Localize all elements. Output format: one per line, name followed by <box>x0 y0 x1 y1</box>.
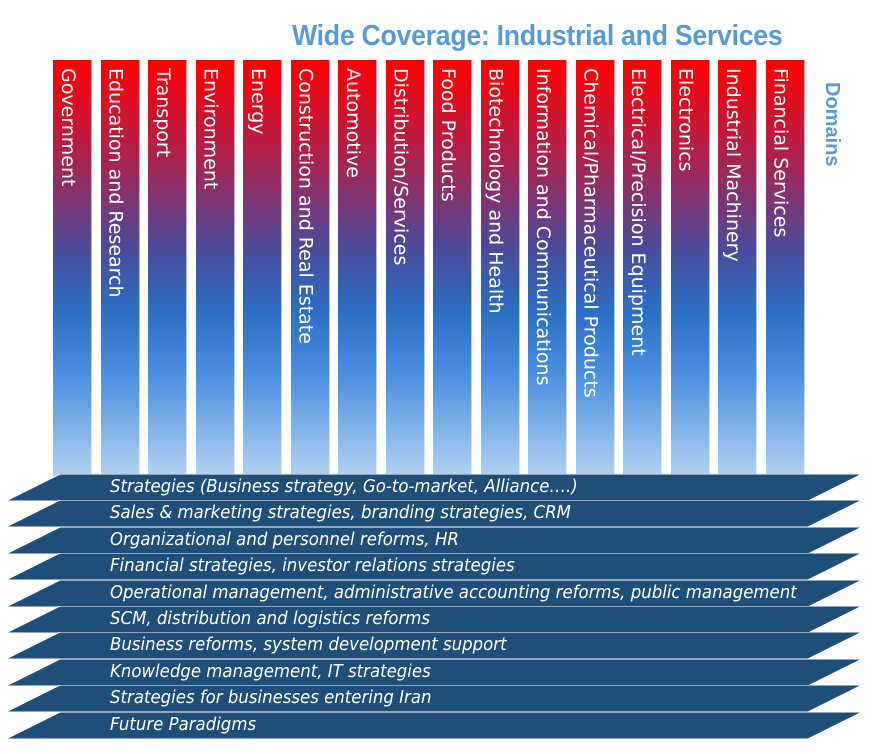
domain-label: Chemical/Pharmaceutical Products <box>579 68 602 398</box>
service-label: SCM, distribution and logistics reforms <box>110 608 431 629</box>
service-label: Strategies (Business strategy, Go-to-mar… <box>110 476 578 497</box>
service-band-shape <box>5 632 863 660</box>
domain-column: Biotechnology and Health <box>480 60 520 480</box>
service-band-fill <box>5 526 863 554</box>
domain-label: Electronics <box>674 68 697 172</box>
service-band-shape <box>5 711 863 739</box>
domain-label: Industrial Machinery <box>722 68 744 262</box>
service-label: Strategies for businesses entering Iran <box>110 687 432 709</box>
service-label: Knowledge management, IT strategies <box>110 660 431 682</box>
domain-column: Education and Research <box>100 60 140 480</box>
domain-label: Energy <box>247 68 269 135</box>
domain-label: Transport <box>152 68 174 158</box>
service-band-shape <box>5 474 863 501</box>
service-band: Organizational and personnel reforms, HR <box>0 526 893 555</box>
domain-column: Electronics <box>670 60 710 480</box>
domain-column: Energy <box>243 60 282 480</box>
domain-column: Government <box>53 60 92 480</box>
domains-label: Domains <box>821 82 843 167</box>
service-band-shape <box>5 526 863 554</box>
service-band-fill <box>5 606 863 633</box>
service-band: Business reforms, system development sup… <box>0 632 893 660</box>
service-band-shape <box>5 658 863 686</box>
service-label: Operational management, administrative a… <box>110 581 797 603</box>
service-band-fill <box>5 685 863 713</box>
service-band: Knowledge management, IT strategies <box>0 658 893 687</box>
domain-label: Financial Services <box>769 68 792 238</box>
domain-column: Industrial Machinery <box>718 60 757 480</box>
domain-label: Construction and Real Estate <box>294 68 317 344</box>
service-band-shape <box>5 553 863 581</box>
domain-column: Electrical/Precision Equipment <box>623 60 662 480</box>
domain-column: Transport <box>148 60 187 480</box>
service-band: Future Paradigms <box>0 711 893 740</box>
service-label: Sales & marketing strategies, branding s… <box>110 502 571 524</box>
domain-label: Food Products <box>437 68 459 202</box>
domain-column: Financial Services <box>765 60 805 480</box>
service-label: Future Paradigms <box>110 713 257 735</box>
service-band: Operational management, administrative a… <box>0 579 893 608</box>
domain-label: Information and Communications <box>532 68 554 386</box>
service-band-fill <box>5 500 863 528</box>
domain-column: Food Products <box>433 60 472 480</box>
service-label: Financial strategies, investor relations… <box>110 555 515 577</box>
domain-label: Automotive <box>342 68 364 178</box>
service-band: Strategies (Business strategy, Go-to-mar… <box>0 474 893 502</box>
service-band-fill <box>5 711 863 739</box>
domain-label: Distribution/Services <box>389 68 412 266</box>
service-band-fill <box>5 474 863 501</box>
service-band: Strategies for businesses entering Iran <box>0 685 893 713</box>
service-band: Sales & marketing strategies, branding s… <box>0 500 893 528</box>
service-band-shape <box>5 685 863 713</box>
service-band-fill <box>5 632 863 660</box>
domain-label: Environment <box>199 68 222 190</box>
domain-column: Construction and Real Estate <box>290 60 330 480</box>
service-band: SCM, distribution and logistics reforms <box>0 606 893 634</box>
service-band-fill <box>5 658 863 686</box>
diagram-title: Wide Coverage: Industrial and Services <box>292 20 783 52</box>
domain-column: Automotive <box>338 60 377 480</box>
service-band-shape <box>5 579 863 607</box>
domain-label: Electrical/Precision Equipment <box>627 68 649 356</box>
service-label: Business reforms, system development sup… <box>110 634 507 656</box>
service-label: Organizational and personnel reforms, HR <box>110 528 459 550</box>
domain-column: Chemical/Pharmaceutical Products <box>575 60 615 480</box>
domain-label: Government <box>57 68 79 187</box>
domain-column: Distribution/Services <box>385 60 425 480</box>
domain-column: Environment <box>195 60 235 480</box>
service-band: Financial strategies, investor relations… <box>0 553 893 581</box>
service-band-shape <box>5 606 863 633</box>
service-band-shape <box>5 500 863 528</box>
domain-column: Information and Communications <box>528 60 567 480</box>
domain-label: Education and Research <box>104 68 127 298</box>
service-band-fill <box>5 553 863 581</box>
domain-label: Biotechnology and Health <box>484 68 507 314</box>
service-band-fill <box>5 579 863 607</box>
